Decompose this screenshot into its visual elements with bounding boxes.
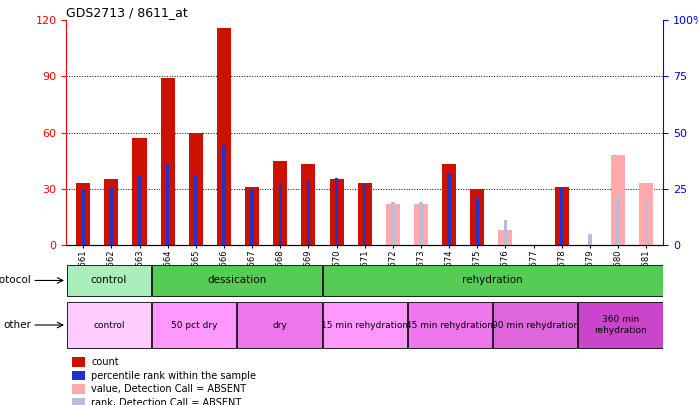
Bar <box>194 175 198 245</box>
Text: 15 min rehydration: 15 min rehydration <box>321 320 408 330</box>
Bar <box>245 187 259 245</box>
Text: other: other <box>3 320 31 330</box>
Bar <box>76 183 90 245</box>
Bar <box>73 357 85 367</box>
Bar <box>166 164 170 245</box>
Bar <box>237 302 322 348</box>
Bar <box>251 189 254 245</box>
Bar <box>104 179 119 245</box>
Bar <box>67 264 151 296</box>
Bar <box>67 302 151 348</box>
Bar <box>110 187 113 245</box>
Text: control: control <box>94 320 125 330</box>
Bar <box>73 398 85 405</box>
Text: rehydration: rehydration <box>462 275 523 286</box>
Bar <box>306 180 310 245</box>
Text: count: count <box>91 357 119 367</box>
Bar <box>322 264 662 296</box>
Bar <box>73 371 85 380</box>
Text: dessication: dessication <box>207 275 267 286</box>
Bar <box>470 189 484 245</box>
Text: percentile rank within the sample: percentile rank within the sample <box>91 371 256 381</box>
Bar <box>363 184 366 245</box>
Text: control: control <box>91 275 127 286</box>
Text: GDS2713 / 8611_at: GDS2713 / 8611_at <box>66 6 188 19</box>
Bar <box>152 264 322 296</box>
Text: 50 pct dry: 50 pct dry <box>171 320 218 330</box>
Bar <box>82 189 85 245</box>
Text: dry: dry <box>272 320 287 330</box>
Bar <box>386 204 400 245</box>
Bar <box>639 183 653 245</box>
Bar <box>273 161 288 245</box>
Bar <box>222 146 225 245</box>
Bar <box>133 138 147 245</box>
Bar <box>322 302 407 348</box>
Bar <box>475 198 479 245</box>
Bar <box>414 204 428 245</box>
Bar <box>335 177 339 245</box>
Bar <box>447 173 451 245</box>
Bar <box>302 164 315 245</box>
Bar <box>161 78 174 245</box>
Bar <box>152 302 236 348</box>
Bar <box>73 384 85 394</box>
Bar <box>217 28 231 245</box>
Bar <box>579 302 662 348</box>
Text: 90 min rehydration: 90 min rehydration <box>491 320 579 330</box>
Bar <box>498 230 512 245</box>
Bar <box>616 196 620 245</box>
Bar <box>188 133 203 245</box>
Bar <box>611 155 625 245</box>
Bar <box>493 302 577 348</box>
Bar <box>279 184 282 245</box>
Bar <box>442 164 456 245</box>
Bar <box>588 234 592 245</box>
Text: 45 min rehydration: 45 min rehydration <box>406 320 493 330</box>
Bar <box>504 220 507 245</box>
Text: rank, Detection Call = ABSENT: rank, Detection Call = ABSENT <box>91 398 242 405</box>
Bar <box>560 187 563 245</box>
Bar <box>419 202 423 245</box>
Bar <box>329 179 343 245</box>
Bar <box>408 302 492 348</box>
Bar <box>357 183 372 245</box>
Bar <box>644 198 648 245</box>
Text: protocol: protocol <box>0 275 31 286</box>
Text: value, Detection Call = ABSENT: value, Detection Call = ABSENT <box>91 384 246 394</box>
Text: 360 min
rehydration: 360 min rehydration <box>594 315 647 335</box>
Bar <box>391 202 394 245</box>
Bar <box>555 187 569 245</box>
Bar <box>138 175 141 245</box>
